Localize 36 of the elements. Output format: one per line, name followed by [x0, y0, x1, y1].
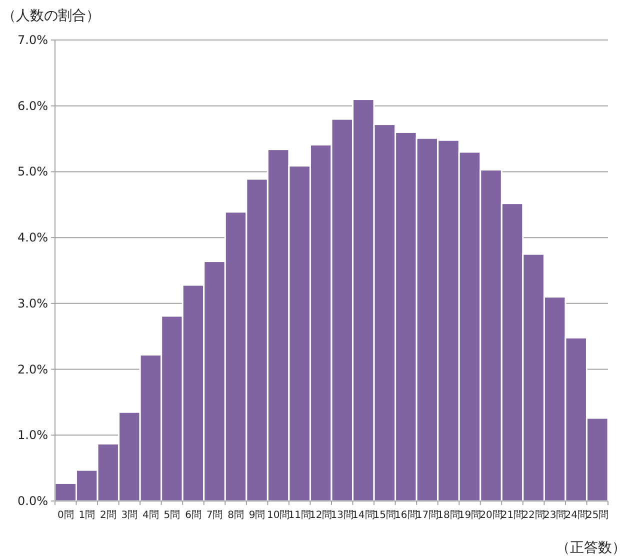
x-tick-label: 22問 [522, 510, 545, 521]
y-tick-label: 7.0% [18, 33, 48, 47]
y-tick-label: 2.0% [18, 362, 48, 376]
x-tick-label: 25問 [586, 510, 609, 521]
x-tick-label: 1問 [78, 510, 96, 521]
x-tick-label: 2問 [100, 510, 116, 521]
x-tick-label: 3問 [121, 510, 138, 521]
x-tick-label: 4問 [142, 510, 159, 521]
x-tick-label: 12問 [310, 510, 332, 521]
x-tick-label: 6問 [185, 510, 202, 521]
x-tick-label: 9問 [248, 510, 266, 521]
x-tick-label: 5問 [164, 510, 180, 521]
y-axis-title: （人数の割合） [2, 8, 100, 24]
y-tick-label: 1.0% [18, 428, 48, 442]
x-tick-label: 18問 [437, 510, 460, 521]
x-tick-label: 0問 [57, 510, 74, 521]
x-tick-label: 7問 [206, 510, 223, 521]
x-tick-label: 13問 [330, 510, 354, 521]
y-tick-label: 0.0% [18, 494, 48, 508]
x-tick-label: 8問 [228, 510, 244, 521]
x-tick-label: 17問 [416, 510, 439, 521]
y-tick-label: 6.0% [18, 98, 48, 113]
y-tick-label: 3.0% [18, 296, 48, 310]
x-tick-label: 10問 [266, 510, 290, 521]
x-tick-label: 15問 [373, 510, 396, 521]
x-tick-label: 16問 [394, 510, 418, 521]
x-tick-label: 21問 [500, 510, 524, 521]
x-tick-label: 14問 [352, 510, 375, 521]
x-tick-label: 20問 [480, 510, 502, 521]
x-tick-label: 23問 [543, 510, 566, 521]
x-tick-label: 11問 [288, 510, 311, 521]
x-tick-label: 19問 [458, 510, 482, 521]
y-tick-label: 5.0% [18, 164, 48, 179]
y-tick-label: 4.0% [18, 230, 48, 245]
x-tick-label: 24問 [564, 510, 588, 521]
x-axis-title: （正答数） [556, 540, 626, 556]
